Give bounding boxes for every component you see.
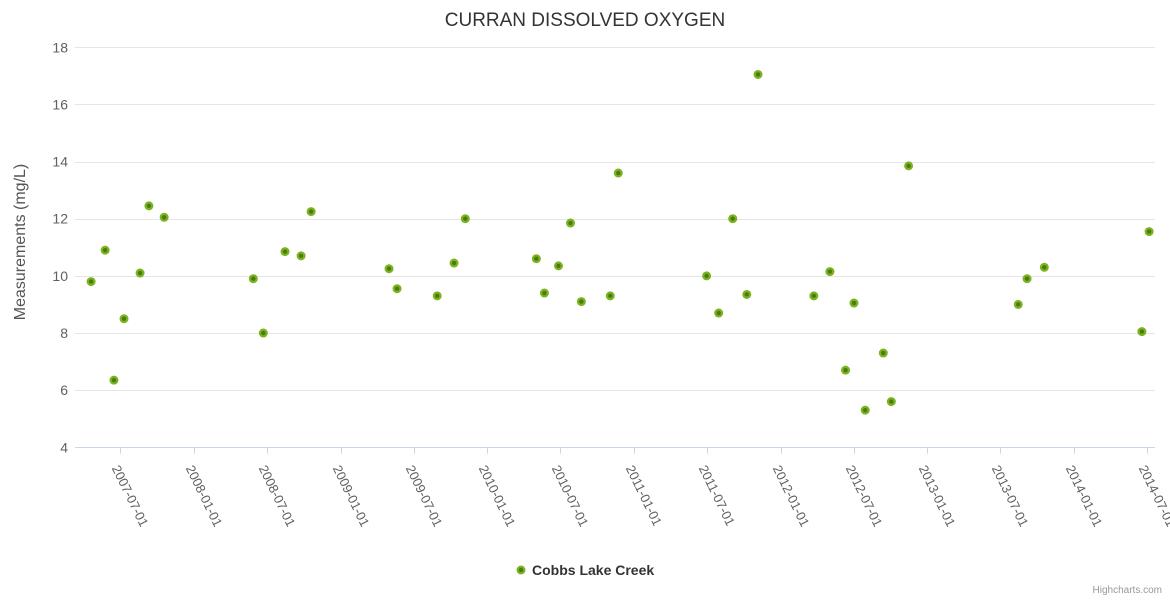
data-point[interactable] xyxy=(553,261,563,271)
data-point[interactable] xyxy=(135,268,145,278)
data-point[interactable] xyxy=(702,271,712,281)
data-point[interactable] xyxy=(613,168,623,178)
plot-area: 4 6 8 10 12 14 16 18 2007-07-01 2008-01-01 2008-07… xyxy=(52,39,1170,529)
x-axis-tick-label: 2008-07-01 xyxy=(256,463,299,529)
x-axis-tick-label: 2009-07-01 xyxy=(403,463,446,529)
x-axis-tick-label: 2012-01-01 xyxy=(770,463,813,529)
data-point[interactable] xyxy=(248,274,258,284)
data-point[interactable] xyxy=(566,218,576,228)
x-axis-tick-label: 2013-01-01 xyxy=(916,463,959,529)
y-axis-tick-label: 12 xyxy=(52,211,68,227)
y-axis-tick-label: 4 xyxy=(60,439,68,455)
x-axis-tick-label: 2014-01-01 xyxy=(1063,463,1106,529)
x-axis-tick-label: 2008-01-01 xyxy=(183,463,226,529)
data-point[interactable] xyxy=(1013,299,1023,309)
data-point[interactable] xyxy=(753,69,763,79)
y-axis-title: Measurements (mg/L) xyxy=(12,164,29,321)
data-point[interactable] xyxy=(878,348,888,358)
data-point[interactable] xyxy=(1022,274,1032,284)
x-axis-tick-label: 2010-07-01 xyxy=(549,463,592,529)
y-axis-tick-label: 6 xyxy=(60,382,68,398)
data-point[interactable] xyxy=(449,258,459,268)
x-axis-tick-label: 2010-01-01 xyxy=(476,463,519,529)
legend-item[interactable]: Cobbs Lake Creek xyxy=(516,562,655,578)
x-axis-tick-label: 2014-07-01 xyxy=(1136,463,1170,529)
data-point[interactable] xyxy=(531,254,541,264)
legend-label: Cobbs Lake Creek xyxy=(532,562,654,578)
data-point[interactable] xyxy=(109,375,119,385)
data-point[interactable] xyxy=(1039,262,1049,272)
x-axis-tick-label: 2009-01-01 xyxy=(330,463,373,529)
data-point[interactable] xyxy=(280,247,290,257)
x-axis-tick-label: 2012-07-01 xyxy=(843,463,886,529)
highcharts-credit-link[interactable]: Highcharts.com xyxy=(1093,585,1162,596)
data-point[interactable] xyxy=(904,161,914,171)
data-point[interactable] xyxy=(539,288,549,298)
x-axis-tick-label: 2011-01-01 xyxy=(623,463,665,528)
y-axis-tick-label: 8 xyxy=(60,325,68,341)
data-point[interactable] xyxy=(306,207,316,217)
y-axis-tick-label: 14 xyxy=(52,154,68,170)
data-point[interactable] xyxy=(886,397,896,407)
chart-title: CURRAN DISSOLVED OXYGEN xyxy=(445,10,725,31)
data-point[interactable] xyxy=(384,264,394,274)
data-point[interactable] xyxy=(159,212,169,222)
x-axis-tick-label: 2007-07-01 xyxy=(109,463,152,529)
data-point[interactable] xyxy=(841,365,851,375)
data-point[interactable] xyxy=(100,245,110,255)
data-point[interactable] xyxy=(825,267,835,277)
data-point[interactable] xyxy=(605,291,615,301)
data-point[interactable] xyxy=(86,277,96,287)
y-axis-tick-label: 16 xyxy=(52,96,68,112)
data-point[interactable] xyxy=(1137,327,1147,337)
data-point[interactable] xyxy=(1144,227,1154,237)
data-point[interactable] xyxy=(576,297,586,307)
x-axis-tick-label: 2013-07-01 xyxy=(989,463,1032,529)
data-point[interactable] xyxy=(849,298,859,308)
data-point[interactable] xyxy=(258,328,268,338)
y-axis-tick-label: 10 xyxy=(52,268,68,284)
data-point[interactable] xyxy=(809,291,819,301)
y-axis-tick-label: 18 xyxy=(52,39,68,55)
data-point[interactable] xyxy=(728,214,738,224)
data-point[interactable] xyxy=(714,308,724,318)
legend-marker-core-icon xyxy=(518,567,524,573)
data-point[interactable] xyxy=(392,284,402,294)
data-point[interactable] xyxy=(460,214,470,224)
data-point[interactable] xyxy=(432,291,442,301)
data-point[interactable] xyxy=(742,289,752,299)
data-point[interactable] xyxy=(860,405,870,415)
data-point[interactable] xyxy=(119,314,129,324)
data-point[interactable] xyxy=(296,251,306,261)
data-point[interactable] xyxy=(144,201,154,211)
x-axis-tick-label: 2011-07-01 xyxy=(696,463,738,528)
